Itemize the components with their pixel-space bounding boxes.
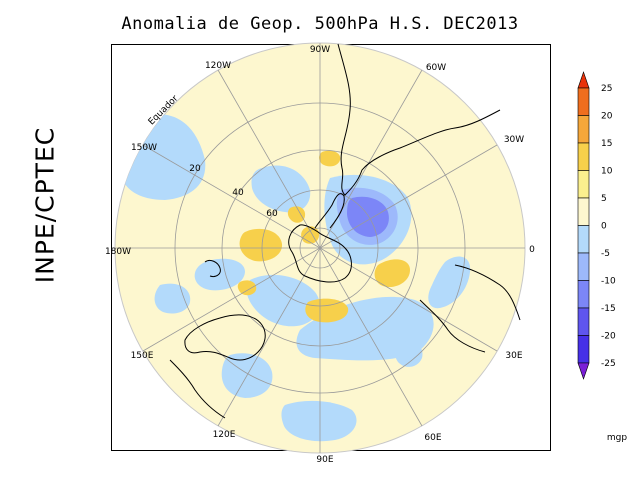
colorbar-segment [577, 225, 590, 254]
colorbar-tick-label: 25 [601, 84, 612, 94]
coastlines [169, 43, 521, 419]
coast-indonesia [169, 359, 226, 419]
colorbar-segment [577, 252, 590, 281]
colorbar-tick-label: 15 [601, 139, 612, 149]
colorbar-tick-label: 0 [601, 222, 607, 232]
coast-madagascar-region [419, 299, 486, 353]
lon-label-90w: 90W [310, 45, 330, 55]
colorbar-segment [577, 142, 590, 171]
anomaly-negative-indian-south [281, 400, 357, 442]
colorbar-tick-label: 10 [601, 167, 613, 177]
anomaly-positive-indian [305, 298, 349, 323]
lon-label-60w: 60W [426, 63, 446, 73]
anomaly-negative-drake [251, 165, 311, 213]
anomaly-positive-atlantic [374, 259, 410, 288]
colorbar-arrow-bottom [577, 362, 590, 380]
anomaly-negative-south-atlantic [428, 256, 471, 309]
colorbar-tick-label: 5 [601, 194, 607, 204]
anomaly-positive-drake [287, 206, 306, 223]
colorbar-tick-label: -25 [601, 359, 616, 369]
meridian-150w-30e [142, 144, 498, 352]
lon-label-150w: 150W [131, 143, 157, 153]
anomaly-positive-ross [239, 228, 283, 262]
anomaly-negative-ross [194, 258, 245, 291]
lon-label-30w: 30W [504, 135, 524, 145]
coast-antarctica [288, 224, 352, 283]
lon-label-180w: 180W [105, 247, 131, 257]
lon-label-30e: 30E [505, 351, 522, 361]
colorbar-segment [577, 280, 590, 309]
colorbar-tick-label: -5 [601, 249, 610, 259]
coast-new-zealand [204, 259, 221, 277]
lon-label-90e: 90E [316, 455, 333, 465]
colorbar-segment [577, 87, 590, 116]
colorbar-segment [577, 115, 590, 144]
lat-label-60: 60 [266, 209, 278, 219]
colorbar-tick-label: -10 [601, 277, 616, 287]
colorbar-arrow-top [577, 71, 590, 89]
coast-antarctic-peninsula [314, 193, 345, 229]
lon-label-120e: 120E [213, 430, 236, 440]
colorbar-tick-label: 20 [601, 112, 613, 122]
coast-africa [454, 264, 521, 321]
lon-label-0: 0 [529, 245, 535, 255]
anomaly-positive-pacific [319, 150, 341, 167]
map-title: Anomalia de Geop. 500hPa H.S. DEC2013 [121, 14, 519, 34]
lat-label-20: 20 [189, 164, 201, 174]
colorbar-segment [577, 197, 590, 226]
colorbar: 25 20 15 10 5 0 -5 -10 -15 -20 -25 [577, 71, 616, 380]
lon-label-120w: 120W [205, 61, 231, 71]
colorbar-segment [577, 307, 590, 336]
colorbar-unit: mgp [607, 433, 627, 443]
lon-label-60e: 60E [424, 433, 441, 443]
graticule [115, 43, 525, 453]
colorbar-segment [577, 170, 590, 199]
lon-label-150e: 150E [131, 351, 154, 361]
colorbar-tick-label: -20 [601, 332, 616, 342]
anomaly-negative-east-antarctica [246, 274, 320, 327]
colorbar-tick-label: -15 [601, 304, 616, 314]
anomaly-negative-weddell-core-2 [347, 196, 389, 237]
colorbar-segment [577, 335, 590, 364]
anomaly-negative-east-small [394, 340, 423, 367]
lat-label-40: 40 [232, 188, 244, 198]
coast-australia [184, 314, 266, 361]
coast-south-america [337, 43, 501, 196]
anomaly-positive-south-pacific [237, 280, 257, 296]
